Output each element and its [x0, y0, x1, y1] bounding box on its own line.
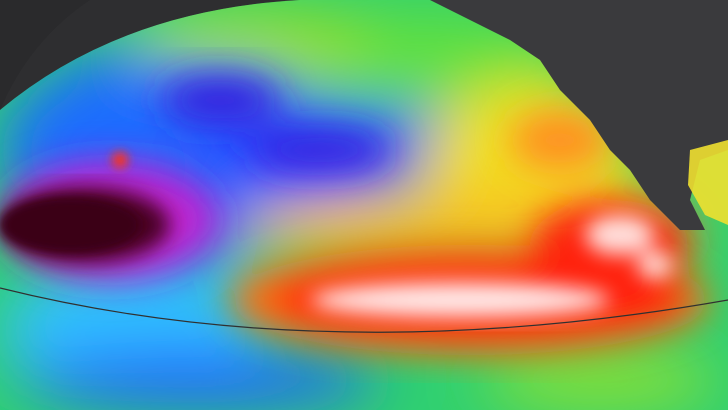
north-america-landmass — [430, 0, 728, 230]
central-america-landmass — [688, 140, 728, 225]
space-background — [0, 0, 90, 110]
equator-line — [0, 287, 728, 333]
